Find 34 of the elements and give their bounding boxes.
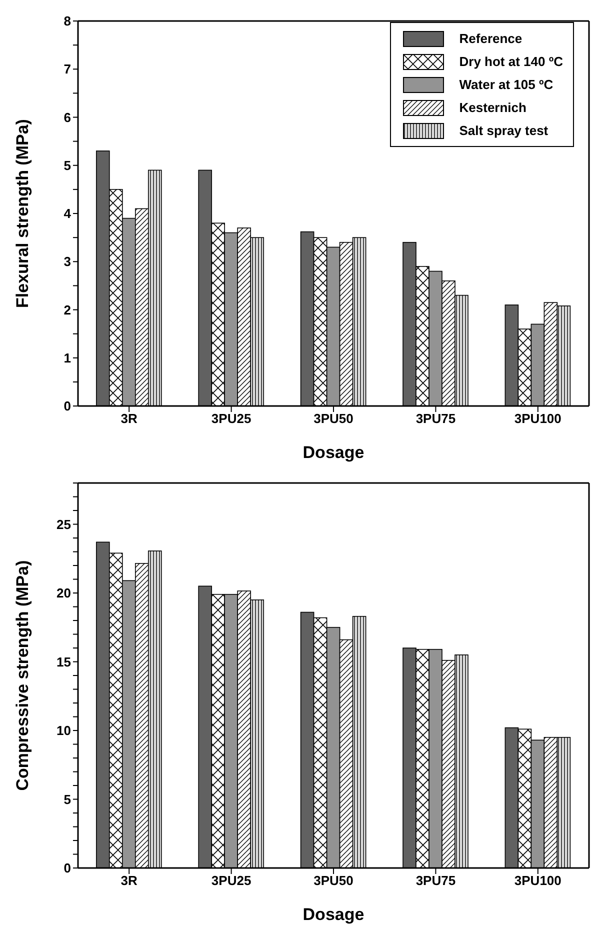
y-tick-label: 6 bbox=[64, 110, 71, 125]
y-tick-label: 4 bbox=[64, 206, 72, 222]
x-tick-label: 3PU50 bbox=[314, 411, 354, 426]
y-axis-title: Flexural strength (MPa) bbox=[13, 119, 32, 308]
x-tick-label: 3PU75 bbox=[416, 411, 456, 426]
x-tick-label: 3PU25 bbox=[211, 873, 252, 888]
y-tick-label: 0 bbox=[64, 860, 71, 876]
x-tick-label: 3PU75 bbox=[416, 873, 456, 888]
x-tick-label: 3PU25 bbox=[211, 411, 252, 426]
y-tick-label: 20 bbox=[56, 586, 71, 601]
y-tick-label: 1 bbox=[64, 350, 71, 366]
legend-label: Kesternich bbox=[459, 100, 526, 115]
x-tick-label: 3R bbox=[120, 873, 138, 888]
y-tick-label: 3 bbox=[64, 254, 71, 270]
y-axis-title: Compressive strength (MPa) bbox=[13, 560, 32, 791]
y-tick-label: 25 bbox=[56, 516, 71, 532]
y-tick-label: 7 bbox=[64, 62, 71, 77]
x-tick-label: 3PU100 bbox=[514, 411, 562, 426]
y-tick-label: 5 bbox=[64, 792, 71, 807]
legend-label: Reference bbox=[459, 31, 522, 46]
legend-label: Water at 105 ºC bbox=[459, 77, 554, 92]
y-tick-label: 10 bbox=[56, 723, 71, 738]
y-tick-label: 5 bbox=[64, 158, 71, 173]
x-tick-label: 3PU100 bbox=[514, 873, 562, 888]
y-tick-label: 15 bbox=[56, 654, 71, 670]
x-tick-label: 3R bbox=[120, 411, 138, 426]
legend-label: Dry hot at 140 ºC bbox=[459, 54, 563, 69]
y-tick-label: 8 bbox=[64, 14, 71, 29]
y-tick-label: 0 bbox=[64, 398, 71, 414]
legend-label: Salt spray test bbox=[459, 123, 548, 138]
x-axis-title: Dosage bbox=[302, 443, 364, 462]
y-tick-label: 2 bbox=[64, 302, 71, 318]
x-axis-title: Dosage bbox=[302, 905, 364, 924]
x-tick-label: 3PU50 bbox=[314, 873, 354, 888]
